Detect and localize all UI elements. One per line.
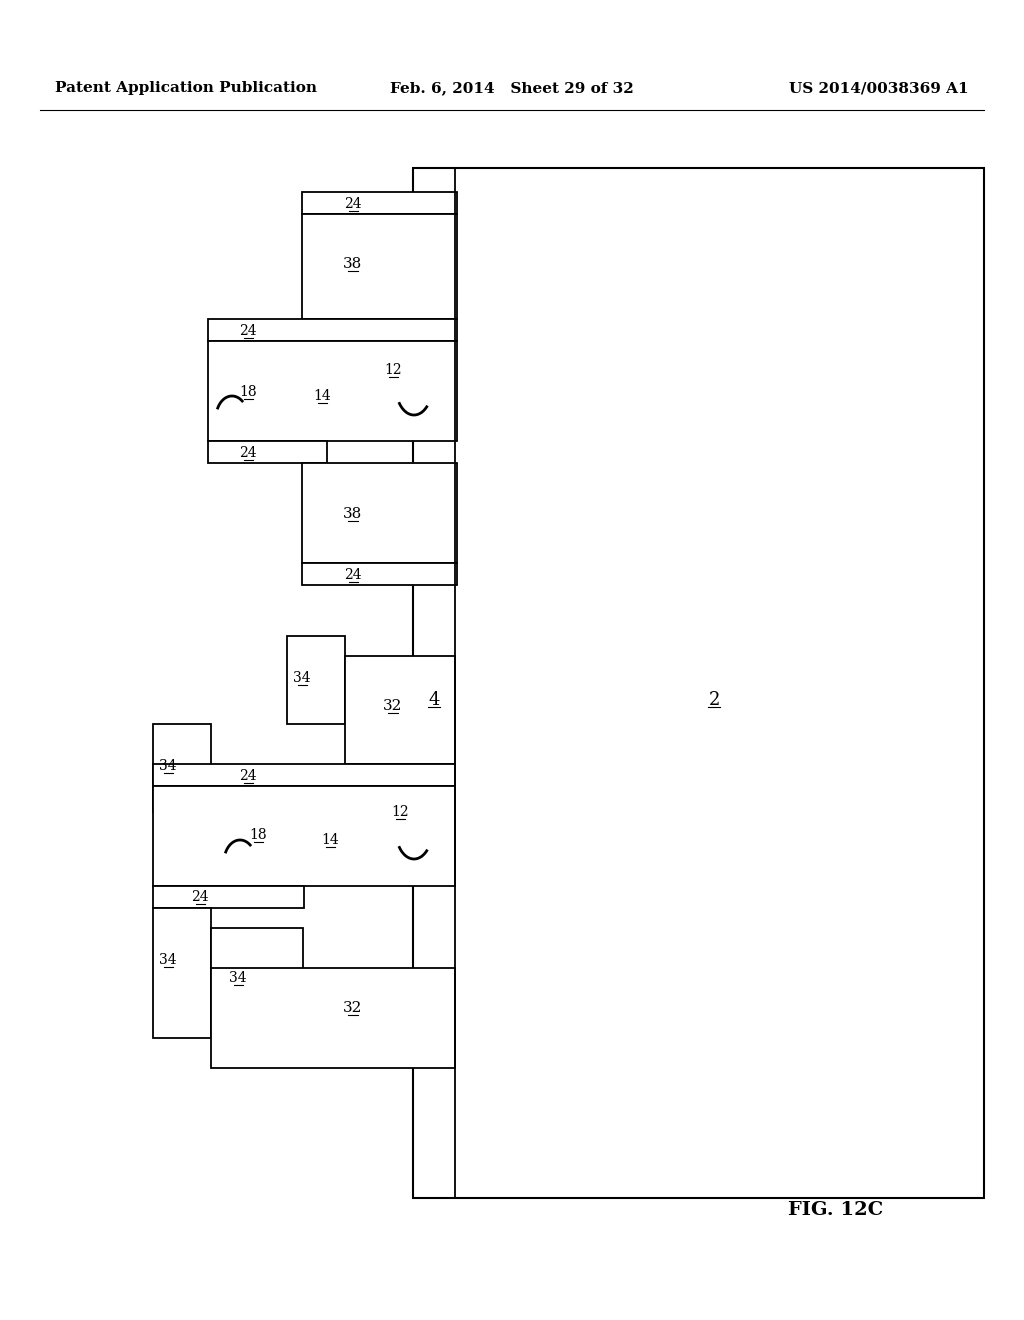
- Text: 4: 4: [428, 690, 439, 709]
- Bar: [153, 908, 211, 1038]
- Text: 32: 32: [383, 700, 402, 713]
- Text: 24: 24: [240, 770, 257, 783]
- Bar: [302, 214, 457, 319]
- Bar: [413, 168, 984, 1199]
- Text: Patent Application Publication: Patent Application Publication: [55, 81, 317, 95]
- Text: 24: 24: [344, 197, 361, 211]
- Bar: [211, 968, 455, 1068]
- Text: 38: 38: [343, 257, 362, 271]
- Text: Feb. 6, 2014   Sheet 29 of 32: Feb. 6, 2014 Sheet 29 of 32: [390, 81, 634, 95]
- Text: 32: 32: [343, 1001, 362, 1015]
- Text: US 2014/0038369 A1: US 2014/0038369 A1: [790, 81, 969, 95]
- Bar: [208, 441, 327, 463]
- Text: 38: 38: [343, 507, 362, 521]
- Text: 34: 34: [159, 759, 177, 774]
- Bar: [302, 564, 457, 585]
- Bar: [345, 656, 455, 764]
- Text: 2: 2: [709, 690, 720, 709]
- Bar: [153, 764, 455, 785]
- Bar: [211, 928, 303, 1020]
- Bar: [153, 886, 304, 908]
- Text: 14: 14: [313, 389, 331, 403]
- Bar: [287, 636, 345, 723]
- Text: 14: 14: [322, 833, 339, 847]
- Text: 24: 24: [191, 890, 209, 904]
- Text: 24: 24: [240, 323, 257, 338]
- Text: 12: 12: [384, 363, 401, 378]
- Text: 24: 24: [344, 568, 361, 582]
- Bar: [208, 319, 457, 341]
- Text: FIG. 12C: FIG. 12C: [788, 1201, 884, 1218]
- Text: 34: 34: [229, 972, 247, 985]
- Text: 34: 34: [159, 953, 177, 968]
- Bar: [153, 723, 211, 812]
- Bar: [153, 785, 455, 886]
- Text: 12: 12: [391, 805, 409, 818]
- Text: 18: 18: [249, 828, 267, 842]
- Text: 18: 18: [240, 385, 257, 399]
- Bar: [302, 191, 457, 214]
- Text: 24: 24: [240, 446, 257, 459]
- Bar: [208, 341, 457, 441]
- Text: 34: 34: [293, 671, 311, 685]
- Bar: [302, 463, 457, 564]
